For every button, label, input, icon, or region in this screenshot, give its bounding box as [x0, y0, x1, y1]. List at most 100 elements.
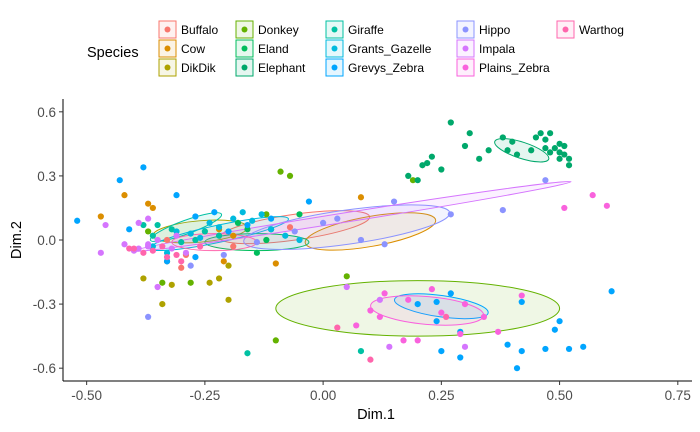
legend-label: Plains_Zebra: [479, 61, 550, 75]
point-warthog: [173, 251, 180, 259]
point-giraffe: [215, 232, 223, 239]
point-warthog: [442, 313, 450, 321]
point-elephant: [485, 147, 492, 154]
point-elephant: [499, 134, 506, 141]
point-grants-gazelle: [187, 230, 194, 237]
point-grevys-zebra: [551, 326, 558, 333]
point-elephant: [513, 151, 521, 158]
ellipses-layer: [131, 138, 572, 337]
points-layer: [74, 119, 615, 372]
legend-label: Donkey: [258, 23, 299, 37]
point-donkey: [263, 211, 270, 218]
point-giraffe: [149, 232, 156, 239]
legend-item-dikdik: DikDik: [158, 58, 217, 77]
point-impala: [461, 343, 469, 350]
x-axis-title: Dim.1: [357, 407, 395, 423]
point-grevys-zebra: [211, 209, 218, 216]
point-warthog: [197, 243, 204, 250]
point-warthog: [334, 324, 341, 331]
legend: Species Buffalo Cow DikDik Donkey Eland Eleph…: [87, 20, 624, 77]
point-elephant: [556, 155, 563, 162]
point-impala: [135, 245, 142, 252]
point-grevys-zebra: [414, 300, 421, 308]
point-giraffe: [178, 239, 185, 246]
point-buffalo: [163, 236, 171, 244]
point-eland: [263, 236, 270, 244]
y-tick-label: -0.6: [33, 361, 56, 376]
legend-label: Grants_Gazelle: [348, 42, 432, 56]
x-tick-label: -0.25: [189, 388, 220, 403]
point-grevys-zebra: [580, 343, 587, 350]
point-dikdik: [159, 300, 166, 308]
point-grevys-zebra: [192, 213, 199, 220]
legend-label: Warthog: [579, 23, 624, 37]
point-giraffe: [154, 221, 161, 229]
point-eland: [234, 219, 242, 227]
point-grevys-zebra: [244, 221, 251, 229]
legend-item-plains-zebra: Plains_Zebra: [456, 58, 550, 77]
point-grants-gazelle: [197, 234, 204, 241]
legend-key-dot: [241, 45, 248, 52]
point-hippo: [390, 198, 398, 205]
x-tick-label: -0.50: [71, 388, 102, 403]
point-grants-gazelle: [282, 232, 289, 239]
point-impala: [154, 283, 161, 291]
legend-key-dot: [462, 26, 469, 33]
point-cow: [145, 200, 152, 207]
ellipse-warthog: [171, 233, 258, 252]
point-giraffe: [140, 221, 147, 229]
y-tick-label: 0.6: [37, 105, 56, 120]
point-grevys-zebra: [267, 215, 275, 222]
point-hippo: [187, 262, 194, 269]
ellipse-cow: [304, 212, 437, 251]
point-giraffe: [357, 347, 365, 355]
point-hippo: [447, 211, 454, 218]
x-tick-label: 0.75: [665, 388, 691, 403]
point-elephant: [419, 162, 426, 169]
point-grevys-zebra: [173, 192, 180, 199]
point-hippo: [253, 239, 261, 246]
point-impala: [182, 249, 190, 256]
point-elephant: [438, 166, 445, 173]
point-dikdik: [215, 275, 223, 282]
point-giraffe: [168, 226, 175, 233]
point-hippo: [542, 177, 549, 184]
point-donkey: [277, 168, 284, 175]
point-grants-gazelle: [249, 217, 256, 224]
point-elephant: [547, 130, 554, 137]
point-elephant: [532, 134, 540, 141]
point-donkey: [343, 273, 350, 280]
point-impala: [168, 245, 175, 252]
y-tick-label: 0.0: [37, 233, 56, 248]
legend-label: Eland: [258, 42, 289, 56]
point-plains-zebra: [438, 309, 445, 316]
point-impala: [145, 215, 152, 222]
point-hippo: [357, 236, 365, 244]
point-donkey: [272, 337, 279, 344]
point-grants-gazelle: [230, 215, 237, 222]
x-tick-label: 0.25: [428, 388, 454, 403]
point-grevys-zebra: [163, 258, 171, 265]
legend-label: Elephant: [258, 61, 306, 75]
point-impala: [135, 219, 142, 227]
legend-item-giraffe: Giraffe: [325, 20, 384, 39]
point-warthog: [149, 247, 156, 254]
point-grevys-zebra: [556, 318, 563, 325]
legend-item-warthog: Warthog: [556, 20, 624, 39]
point-hippo: [320, 219, 327, 227]
legend-item-eland: Eland: [235, 39, 289, 58]
point-warthog: [178, 258, 185, 265]
point-grevys-zebra: [116, 177, 123, 184]
legend-key-dot: [164, 45, 171, 52]
point-cow: [230, 232, 237, 239]
point-elephant: [466, 130, 473, 137]
legend-key-dot: [164, 26, 171, 33]
point-plains-zebra: [428, 286, 435, 293]
x-tick-label: 0.50: [546, 388, 572, 403]
point-grants-gazelle: [163, 249, 171, 256]
point-warthog: [159, 243, 166, 250]
point-plains-zebra: [457, 330, 464, 338]
point-plains-zebra: [376, 313, 383, 321]
point-grants-gazelle: [215, 224, 223, 231]
